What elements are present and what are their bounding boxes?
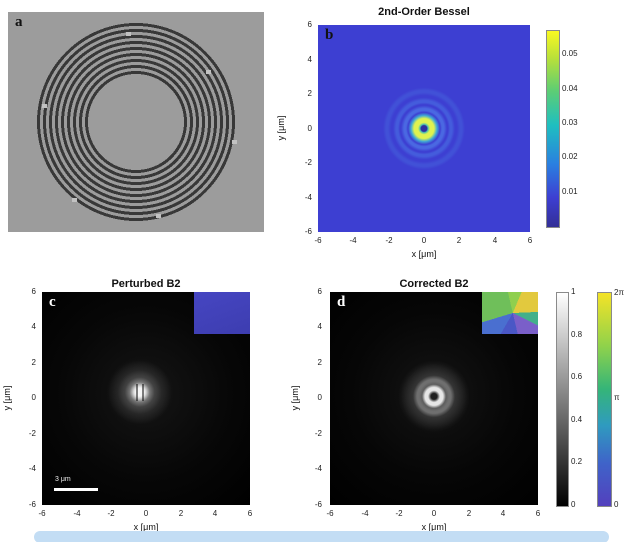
scale-bar: [54, 488, 98, 491]
b-xtick: 4: [492, 236, 498, 245]
d-xtick: 2: [466, 509, 472, 518]
d-xtick: -6: [326, 509, 334, 518]
c-xtick: -6: [38, 509, 46, 518]
correction-phase-inset: [482, 292, 538, 334]
b-ytick: 4: [307, 55, 312, 64]
c-ytick: 2: [31, 358, 36, 367]
d-ytick: 4: [317, 322, 322, 331]
phase-cbar-tick: π: [614, 393, 620, 402]
c-ytick: -2: [28, 429, 36, 438]
panel-c-heatmap: c 3 μm: [42, 292, 250, 505]
gray-cbar-tick: 0.4: [571, 415, 583, 424]
panel-label-d: d: [337, 294, 346, 310]
ring-break-notch: [72, 198, 77, 202]
d-xtick: 0: [431, 509, 437, 518]
parula-colorbar: [546, 30, 560, 228]
b-cbar-tick: 0.04: [562, 84, 578, 93]
d-ytick: -2: [314, 429, 322, 438]
gray-cbar-tick: 0: [571, 500, 576, 509]
panel-c-title: Perturbed B2: [111, 278, 181, 290]
ring-break-notch: [206, 70, 211, 74]
phase-colorbar: [597, 292, 612, 507]
beam-lobe-fringe: [136, 384, 138, 401]
c-ytick: -4: [28, 464, 36, 473]
d-ytick: 6: [317, 287, 322, 296]
c-xtick: 6: [247, 509, 253, 518]
b-ytick: -4: [304, 193, 312, 202]
d-ytick: -4: [314, 464, 322, 473]
d-xtick: -2: [395, 509, 403, 518]
c-yaxis-label: y [μm]: [2, 385, 12, 411]
c-xtick: 2: [178, 509, 184, 518]
c-ytick: 6: [31, 287, 36, 296]
b-xaxis-label: x [μm]: [411, 249, 437, 259]
b-ytick: -6: [304, 227, 312, 236]
b-cbar-tick: 0.02: [562, 152, 578, 161]
b-xtick: -6: [314, 236, 322, 245]
b-ytick: 0: [307, 124, 312, 133]
d-xtick: 6: [535, 509, 541, 518]
b-yaxis-label: y [μm]: [276, 115, 286, 141]
b-xtick: -2: [385, 236, 393, 245]
gray-cbar-tick: 0.6: [571, 372, 583, 381]
b-xtick: 2: [456, 236, 462, 245]
phase-cbar-tick: 0: [614, 500, 619, 509]
d-ytick: 2: [317, 358, 322, 367]
panel-b-heatmap: b: [318, 25, 530, 232]
c-xtick: -2: [107, 509, 115, 518]
d-xtick: -4: [361, 509, 369, 518]
panel-label-a: a: [15, 14, 23, 30]
b-cbar-tick: 0.03: [562, 118, 578, 127]
c-ytick: 0: [31, 393, 36, 402]
b-ytick: -2: [304, 158, 312, 167]
d-yaxis-label: y [μm]: [290, 385, 300, 411]
flat-phase-inset: [194, 292, 250, 334]
c-xtick: 0: [143, 509, 149, 518]
c-xtick: -4: [73, 509, 81, 518]
d-ytick: 0: [317, 393, 322, 402]
b-xtick: 6: [527, 236, 533, 245]
c-xaxis-label: x [μm]: [133, 522, 159, 532]
ring-break-notch: [126, 32, 131, 36]
phase-cbar-tick: 2π: [614, 288, 624, 297]
d-xaxis-label: x [μm]: [421, 522, 447, 532]
b-ytick: 6: [307, 20, 312, 29]
d-xtick: 4: [500, 509, 506, 518]
c-ytick: -6: [28, 500, 36, 509]
ring-break-notch: [156, 214, 161, 218]
panel-d-title: Corrected B2: [399, 278, 469, 290]
c-ytick: 4: [31, 322, 36, 331]
ring-break-notch: [42, 104, 47, 108]
bottom-ui-strip: [34, 531, 609, 542]
c-xtick: 4: [212, 509, 218, 518]
b-xtick: 0: [421, 236, 427, 245]
grayscale-colorbar: [556, 292, 569, 507]
b-ytick: 2: [307, 89, 312, 98]
d-ytick: -6: [314, 500, 322, 509]
gray-cbar-tick: 0.2: [571, 457, 583, 466]
panel-d-heatmap: d: [330, 292, 538, 505]
gray-cbar-tick: 1: [571, 287, 576, 296]
b-cbar-tick: 0.05: [562, 49, 578, 58]
scale-bar-label: 3 μm: [55, 476, 71, 483]
b-cbar-tick: 0.01: [562, 187, 578, 196]
gray-cbar-tick: 0.8: [571, 330, 583, 339]
panel-label-c: c: [49, 294, 56, 310]
beam-lobe-fringe: [142, 384, 144, 401]
panel-b-title: 2nd-Order Bessel: [378, 6, 470, 18]
ring-break-notch: [232, 140, 237, 144]
panel-label-b: b: [325, 27, 334, 43]
panel-a-sem-image: a: [8, 12, 264, 232]
b-xtick: -4: [349, 236, 357, 245]
